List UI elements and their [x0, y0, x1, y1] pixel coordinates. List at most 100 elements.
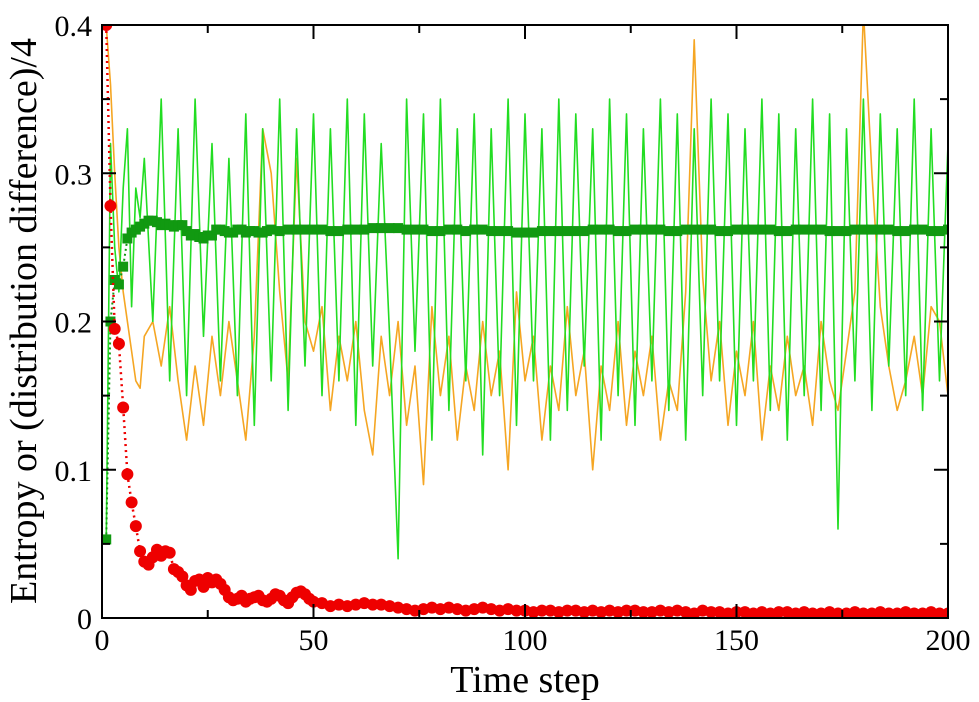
- series-2-square-marker: [833, 226, 844, 237]
- series-2-square-marker: [799, 224, 810, 235]
- series-2-square-marker: [469, 224, 480, 235]
- series-3-circle-marker: [134, 545, 147, 558]
- series-1-line: [105, 98, 948, 560]
- x-tick-label: 100: [503, 624, 548, 657]
- series-2-square-marker: [646, 224, 657, 235]
- series-3-circle-marker: [942, 607, 948, 618]
- series-2-square-marker: [807, 224, 818, 235]
- series-3-circle-marker: [112, 337, 125, 350]
- series-2-square-marker: [723, 226, 734, 237]
- series-2-square-marker: [291, 224, 302, 235]
- series-2-square-marker: [926, 226, 937, 237]
- series-3-circle-marker: [772, 606, 785, 618]
- series-2-square-marker: [350, 224, 361, 235]
- series-2-square-marker: [900, 226, 911, 237]
- y-tick-label: 0.1: [55, 455, 93, 488]
- series-2-square-marker: [333, 226, 344, 237]
- series-2-square-marker: [418, 224, 429, 235]
- series-2-square-marker: [756, 224, 767, 235]
- series-2-square-marker: [782, 226, 793, 237]
- series-3-circle-marker: [108, 322, 121, 335]
- series-2-square-marker: [503, 226, 514, 237]
- series-2-square-marker: [790, 224, 801, 235]
- series-3-circle-marker: [104, 199, 117, 212]
- series-2-square-marker: [511, 227, 522, 238]
- series-2-square-marker: [917, 224, 928, 235]
- series-2-square-marker: [587, 224, 598, 235]
- series-2-square-marker: [672, 226, 683, 237]
- series-2-square-marker: [714, 226, 725, 237]
- series-2-square-marker: [875, 224, 886, 235]
- series-2-square-marker: [849, 224, 860, 235]
- y-tick-label: 0.2: [55, 307, 93, 340]
- x-tick-label: 50: [299, 624, 329, 657]
- series-0-line: [105, 25, 948, 486]
- series-3-circle-marker: [510, 604, 523, 617]
- series-2-square-marker: [266, 224, 277, 235]
- series-2-square-marker: [283, 224, 294, 235]
- series-2-square-marker: [367, 223, 378, 234]
- series-layer: [102, 25, 948, 618]
- series-2-square-marker: [536, 226, 547, 237]
- series-2-square-marker: [824, 226, 835, 237]
- series-2-square-marker: [892, 226, 903, 237]
- series-2-square-marker: [435, 226, 446, 237]
- series-2-square-marker: [410, 224, 421, 235]
- series-2-square-marker: [486, 226, 497, 237]
- series-3-circle-marker: [121, 468, 134, 481]
- series-2-square-marker: [773, 226, 784, 237]
- series-2-square-marker: [570, 226, 581, 237]
- series-2-square-marker: [308, 224, 319, 235]
- series-2-square-marker: [621, 226, 632, 237]
- series-2-square-marker: [663, 226, 674, 237]
- series-2-square-marker: [697, 224, 708, 235]
- series-2-square-marker: [562, 226, 573, 237]
- series-2-square-marker: [579, 226, 590, 237]
- y-axis-title: Entropy or (distribution difference)/4: [3, 38, 45, 604]
- series-2-square-marker: [545, 226, 556, 237]
- x-tick-label: 0: [95, 624, 110, 657]
- series-2-square-marker: [604, 224, 615, 235]
- series-2-square-marker: [494, 226, 505, 237]
- series-2-square-marker: [655, 224, 666, 235]
- series-2-square-marker: [325, 226, 336, 237]
- series-2-square-marker: [113, 279, 124, 290]
- series-2-square-marker: [300, 224, 311, 235]
- series-2-square-marker: [765, 224, 776, 235]
- series-3-circle-marker: [125, 496, 138, 509]
- series-2-square-marker: [452, 224, 463, 235]
- series-2-square-marker: [102, 534, 112, 545]
- series-3-dotted-line: [104, 25, 948, 615]
- series-2-square-marker: [443, 224, 454, 235]
- series-2-square-marker: [206, 230, 217, 241]
- series-2-square-marker: [731, 224, 742, 235]
- series-2-square-marker: [359, 224, 370, 235]
- series-3-circle-marker: [163, 546, 176, 559]
- series-2-square-marker: [816, 224, 827, 235]
- series-2-square-marker: [841, 226, 852, 237]
- series-2-square-marker: [706, 224, 717, 235]
- series-3-circle-marker: [705, 606, 718, 618]
- series-2-square-marker: [528, 227, 539, 238]
- series-2-square-marker: [553, 226, 564, 237]
- series-2-square-marker: [401, 224, 412, 235]
- series-2-square-marker: [909, 224, 920, 235]
- series-2-square-marker: [316, 224, 327, 235]
- series-3-circle-marker: [176, 570, 189, 583]
- series-2-square-marker: [748, 224, 759, 235]
- series-2-square-marker: [122, 233, 133, 244]
- series-2-square-marker: [460, 226, 471, 237]
- series-3-circle-marker: [117, 401, 130, 414]
- series-2-square-marker: [520, 227, 530, 238]
- series-2-square-marker: [739, 224, 750, 235]
- series-2-square-marker: [613, 226, 624, 237]
- series-2-square-marker: [934, 226, 945, 237]
- series-2-square-marker: [393, 223, 404, 234]
- series-2-square-marker: [384, 223, 395, 234]
- series-3-circle-marker: [637, 606, 650, 618]
- series-3-circle-marker: [535, 604, 548, 617]
- series-2-square-marker: [342, 224, 353, 235]
- series-3-circle-marker: [366, 598, 379, 611]
- series-3-circle-marker: [184, 583, 197, 596]
